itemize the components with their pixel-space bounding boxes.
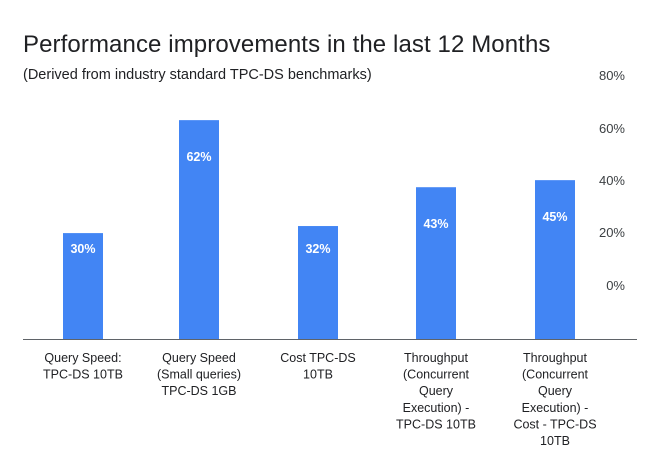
x-tick-label: Throughput (404, 351, 468, 365)
bar (63, 233, 103, 339)
x-tick-label: Throughput (523, 351, 587, 365)
x-tick-label: Query Speed: (44, 351, 121, 365)
x-tick-label: 10TB (540, 434, 570, 448)
chart-subtitle: (Derived from industry standard TPC-DS b… (23, 67, 372, 83)
bar (535, 180, 575, 339)
x-tick-label: (Concurrent (403, 368, 470, 382)
bar-data-label: 30% (70, 242, 95, 256)
x-tick-label: TPC-DS 1GB (161, 384, 236, 398)
x-tick-label: Query Speed (162, 351, 236, 365)
y-tick-label: 80% (599, 68, 625, 83)
x-tick-label: TPC-DS 10TB (43, 368, 123, 382)
y-tick-label: 60% (599, 121, 625, 136)
chart-title: Performance improvements in the last 12 … (23, 31, 551, 58)
x-tick-label: Cost - TPC-DS (513, 417, 596, 431)
bar (416, 187, 456, 339)
y-tick-label: 20% (599, 225, 625, 240)
bar-data-label: 62% (186, 150, 211, 164)
bar (298, 226, 338, 339)
x-tick-label: Cost TPC-DS (280, 351, 355, 365)
y-tick-label: 40% (599, 173, 625, 188)
bar-data-label: 43% (423, 217, 448, 231)
x-tick-label: Query (419, 384, 454, 398)
x-tick-label: Query (538, 384, 573, 398)
bar-data-label: 32% (305, 242, 330, 256)
x-tick-label: Execution) - (403, 401, 470, 415)
x-tick-label: (Small queries) (157, 368, 241, 382)
x-tick-label: (Concurrent (522, 368, 589, 382)
bar-data-label: 45% (542, 210, 567, 224)
x-tick-label: TPC-DS 10TB (396, 417, 476, 431)
y-tick-label: 0% (606, 278, 625, 293)
x-tick-label: Execution) - (522, 401, 589, 415)
x-tick-label: 10TB (303, 368, 333, 382)
bar (179, 120, 219, 339)
